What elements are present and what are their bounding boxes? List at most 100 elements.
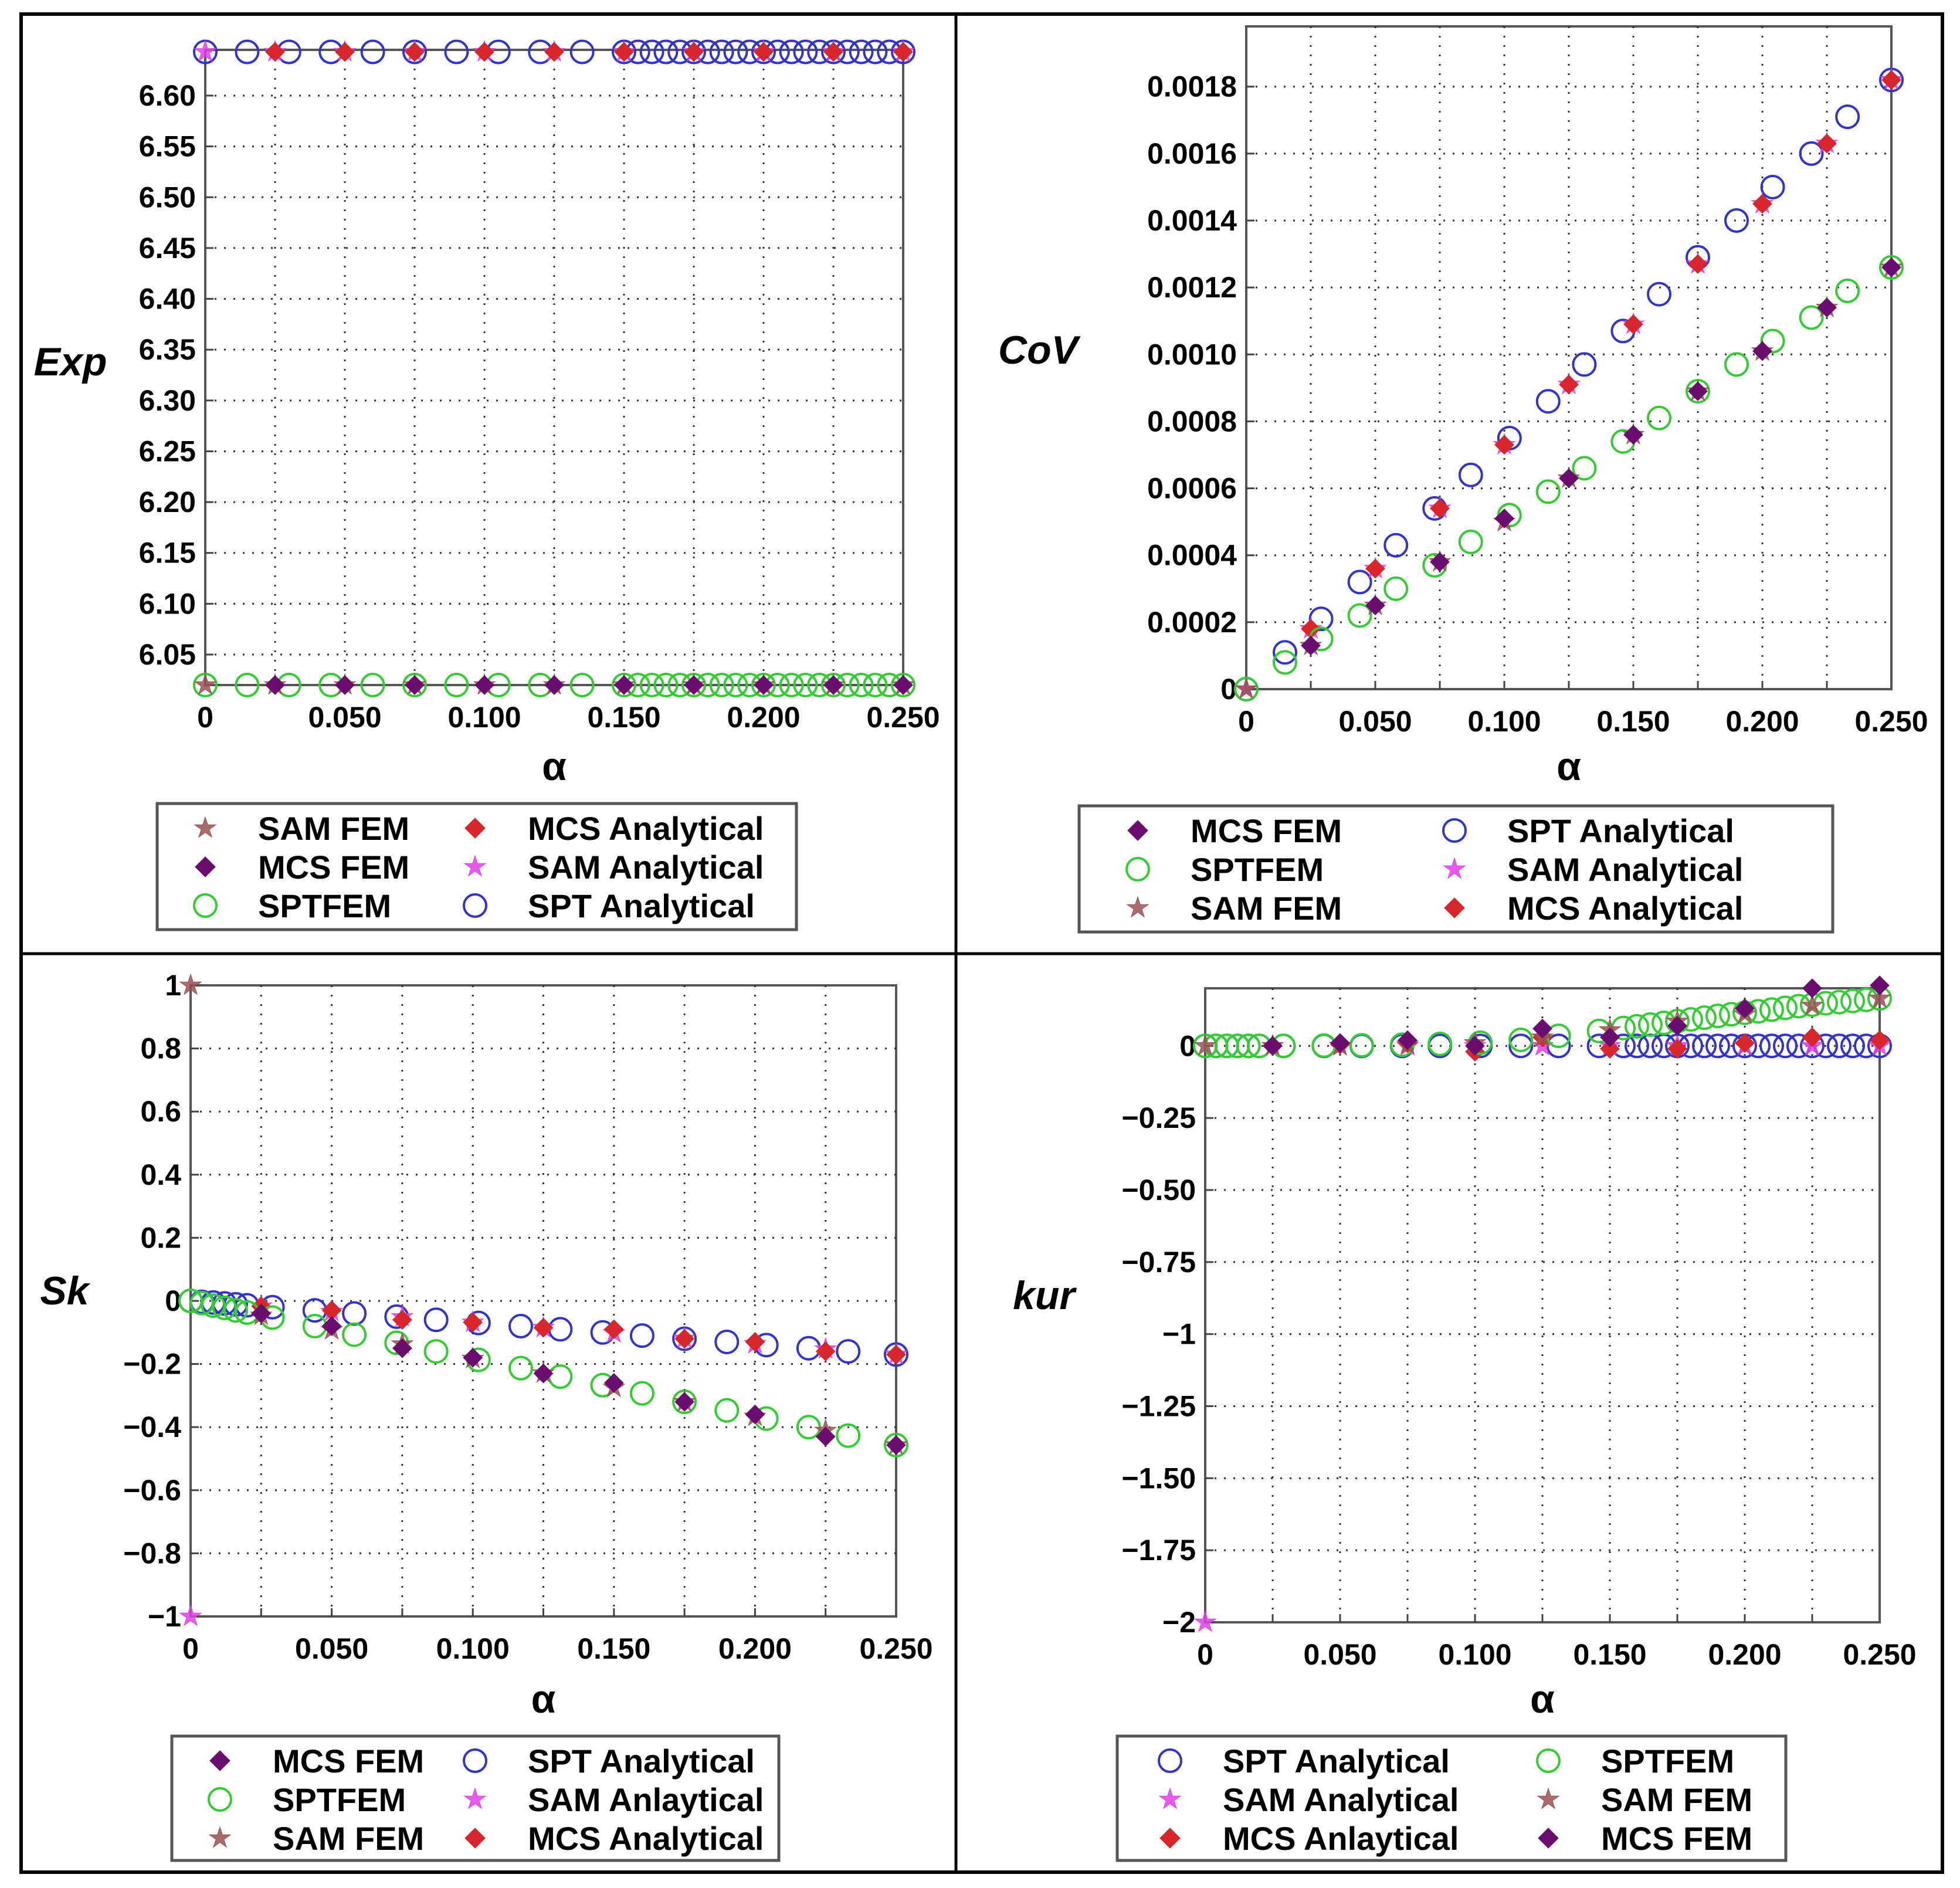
cov-point-spt_fem xyxy=(1724,352,1749,377)
kur-point-mcs_fem xyxy=(1667,1016,1687,1036)
exp-point-spt_analytical xyxy=(444,39,469,65)
exp-point-sam_analytical xyxy=(194,39,217,62)
cov-legend-label: SAM FEM xyxy=(1191,890,1342,927)
exp-y-axis-label: Exp xyxy=(34,340,107,384)
cov-point-spt_fem xyxy=(1458,529,1483,554)
exp-legend-marker xyxy=(463,855,487,877)
exp-xtick-label: 0.150 xyxy=(587,701,660,734)
cov-point-spt_analytical xyxy=(1308,606,1334,632)
exp-point-spt_fem xyxy=(653,673,679,697)
cov-xtick-label: 0.150 xyxy=(1596,705,1670,738)
exp-point-mcs_analytical xyxy=(265,42,285,62)
cov-point-mcs_fem xyxy=(1430,552,1450,572)
exp-legend-label: SPT Analytical xyxy=(528,887,755,924)
exp-point-spt_fem xyxy=(779,673,804,697)
sk-point-spt_fem xyxy=(714,1398,740,1423)
sk-point-mcs_fem xyxy=(321,1316,342,1336)
kur-point-spt_fem xyxy=(1827,989,1852,1015)
cov-ytick-label: 0.0002 xyxy=(1147,606,1237,639)
exp-ytick-label: 6.30 xyxy=(139,384,196,417)
exp-xtick-label: 0.100 xyxy=(447,701,521,734)
kur-point-spt_analytical xyxy=(1773,1033,1798,1059)
cov-point-sam_fem xyxy=(1235,677,1258,699)
cov-point-spt_analytical xyxy=(1458,462,1483,487)
exp-ytick-label: 6.20 xyxy=(139,486,196,518)
sk-point-mcs_fem xyxy=(533,1363,554,1384)
sk-point-spt_fem xyxy=(212,1295,237,1320)
sk-xtick-label: 0.150 xyxy=(577,1632,650,1665)
cov-point-mcs_analytical xyxy=(1688,254,1708,274)
sk-legend-label: SPTFEM xyxy=(273,1781,406,1818)
kur-ytick-label: −1.25 xyxy=(1121,1389,1196,1422)
sk-y-axis-label: Sk xyxy=(40,1269,90,1313)
exp-point-spt_analytical xyxy=(235,39,260,65)
exp-point-spt_fem xyxy=(709,673,734,697)
kur-point-mcs_fem xyxy=(1398,1030,1418,1050)
sk-point-mcs_fem xyxy=(745,1404,765,1425)
cov-point-mcs_fem xyxy=(1752,341,1772,361)
exp-xtick-label: 0 xyxy=(197,701,213,734)
kur-ytick-label: −1.75 xyxy=(1121,1534,1196,1567)
exp-ytick-label: 6.05 xyxy=(139,638,196,671)
exp-legend-label: SPTFEM xyxy=(258,887,391,924)
cov-point-spt_fem xyxy=(1572,456,1597,481)
kur-xtick-label: 0.050 xyxy=(1303,1638,1376,1671)
exp-point-spt_fem xyxy=(569,673,595,697)
sk-point-spt_analytical xyxy=(836,1339,861,1364)
cov-point-spt_fem xyxy=(1760,328,1785,354)
exp-legend-label: SAM Analytical xyxy=(528,849,764,886)
kur-point-spt_analytical xyxy=(1759,1033,1784,1059)
kur-point-spt_fem xyxy=(1692,1005,1717,1031)
exp-point-mcs_fem xyxy=(405,675,425,695)
sk-point-mcs_analytical xyxy=(603,1319,624,1340)
kur-ytick-label: −0.50 xyxy=(1121,1174,1196,1206)
kur-point-mcs_analytical xyxy=(1735,1033,1755,1053)
sk-legend-label: SPT Analytical xyxy=(528,1743,755,1779)
cov-point-spt_analytical xyxy=(1724,208,1749,233)
cov-x-axis-label: α xyxy=(1557,744,1581,789)
sk-point-mcs_analytical xyxy=(886,1344,906,1365)
sk-ytick-label: −0.4 xyxy=(123,1411,181,1443)
kur-legend-marker xyxy=(1159,1828,1181,1849)
kur-chart: 0 0.050 0.100 0.150 0.200 0.250 −2 −1.75 −1.50 −1… xyxy=(1013,975,1917,1862)
exp-point-spt_analytical xyxy=(639,39,664,65)
sk-xtick-label: 0.050 xyxy=(295,1632,368,1665)
cov-ytick-label: 0.0014 xyxy=(1147,204,1237,237)
sk-legend-marker xyxy=(464,1828,486,1849)
cov-legend-label: MCS FEM xyxy=(1191,812,1342,849)
sk-point-spt_fem xyxy=(548,1364,573,1389)
exp-ytick-label: 6.25 xyxy=(139,435,196,467)
exp-point-spt_analytical xyxy=(849,39,874,65)
kur-point-spt_analytical xyxy=(1625,1033,1649,1059)
exp-chart: 0 0.050 0.100 0.150 0.200 0.250 6.05 6.10 6.15 6.… xyxy=(34,39,940,931)
cov-xtick-label: 0 xyxy=(1238,705,1254,738)
sk-ytick-label: 0.8 xyxy=(140,1032,181,1065)
sk-point-mcs_fem xyxy=(674,1392,694,1412)
sk-point-mcs_fem xyxy=(463,1347,483,1368)
sk-point-mcs_analytical xyxy=(745,1332,765,1352)
cov-point-mcs_analytical xyxy=(1365,558,1385,579)
cov-point-mcs_analytical xyxy=(1559,374,1579,395)
sk-point-spt_fem xyxy=(201,1293,226,1318)
exp-point-mcs_fem xyxy=(474,675,494,695)
kur-xtick-label: 0 xyxy=(1197,1638,1213,1671)
sk-point-spt_fem xyxy=(223,1298,248,1323)
kur-ytick-label: −2 xyxy=(1162,1606,1196,1639)
sk-ytick-label: −0.6 xyxy=(123,1474,181,1507)
exp-point-spt_fem xyxy=(360,673,385,697)
sk-point-spt_fem xyxy=(189,1290,215,1316)
exp-point-mcs_fem xyxy=(544,675,564,695)
kur-legend-label: MCS Anlaytical xyxy=(1223,1820,1459,1857)
cov-point-mcs_analytical xyxy=(1623,314,1643,334)
cov-legend-marker xyxy=(1125,857,1150,882)
sk-legend-marker xyxy=(208,1787,232,1812)
kur-point-mcs_fem xyxy=(1735,998,1755,1019)
exp-legend-marker xyxy=(193,893,218,918)
sk-point-mcs_fem xyxy=(392,1338,412,1358)
exp-ytick-label: 6.60 xyxy=(139,79,196,112)
cov-point-mcs_fem xyxy=(1494,509,1514,528)
exp-legend-label: MCS Analytical xyxy=(528,810,764,847)
exp-point-mcs_analytical xyxy=(474,42,494,62)
exp-point-spt_fem xyxy=(444,673,469,697)
exp-point-mcs_analytical xyxy=(754,42,774,62)
